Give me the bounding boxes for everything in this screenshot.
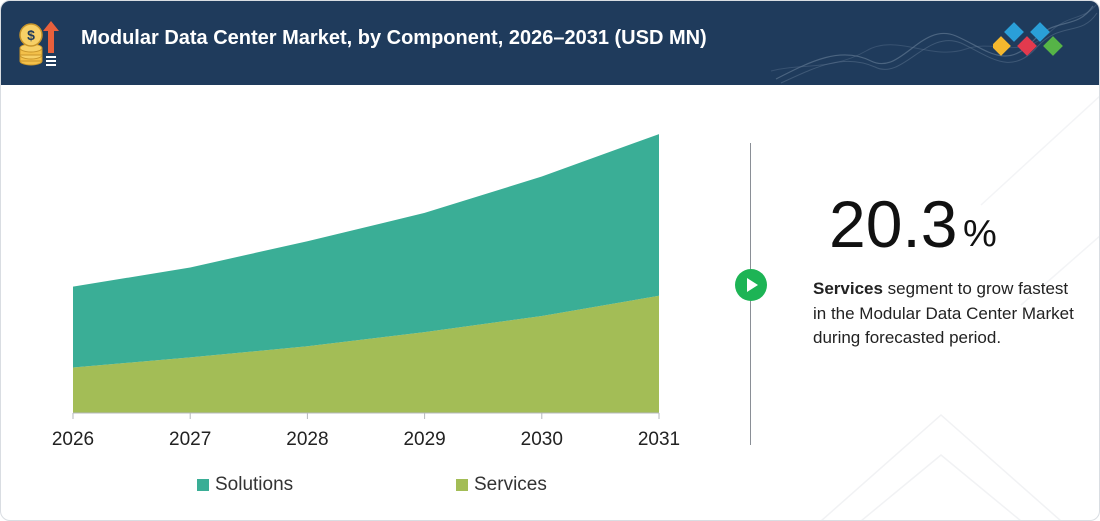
header-bar: $ Modular Data Center Market, by Compone… bbox=[1, 1, 1099, 85]
legend-label-services: Services bbox=[474, 474, 547, 495]
play-arrow-icon bbox=[735, 269, 767, 301]
x-tick-label: 2029 bbox=[403, 429, 445, 450]
cagr-value: 20.3 bbox=[829, 187, 958, 261]
highlight-text: segment to grow fastest in the Modular D… bbox=[813, 279, 1074, 347]
cagr-unit: % bbox=[963, 213, 997, 255]
legend-label-solutions: Solutions bbox=[215, 474, 294, 495]
x-tick-label: 2027 bbox=[169, 429, 211, 450]
chart-title: Modular Data Center Market, by Component… bbox=[81, 27, 707, 49]
decorative-wave-lines bbox=[771, 1, 1099, 84]
decorative-background-lines bbox=[820, 95, 1099, 520]
plot-area: 2026 2027 2028 2029 2030 2031 bbox=[52, 134, 680, 450]
stacked-area-chart: 2026 2027 2028 2029 2030 2031 bbox=[52, 134, 680, 450]
x-tick-label: 2028 bbox=[286, 429, 328, 450]
highlight-segment: Services bbox=[813, 279, 883, 298]
legend-item-services: Services bbox=[456, 474, 547, 496]
diamond-logo-icon bbox=[993, 22, 1063, 56]
highlight-description: Services segment to grow fastest in the … bbox=[813, 277, 1083, 351]
legend-swatch-solutions bbox=[197, 479, 209, 491]
legend-item-solutions: Solutions bbox=[197, 474, 293, 496]
area-series-services bbox=[73, 295, 659, 413]
legend-swatch-services bbox=[456, 479, 468, 491]
x-tick-label: 2026 bbox=[52, 429, 94, 450]
x-tick-label: 2030 bbox=[521, 429, 563, 450]
x-tick-label: 2031 bbox=[638, 429, 680, 450]
svg-text:$: $ bbox=[27, 27, 35, 43]
coin-growth-icon: $ bbox=[19, 21, 59, 66]
area-series-solutions bbox=[73, 134, 659, 368]
